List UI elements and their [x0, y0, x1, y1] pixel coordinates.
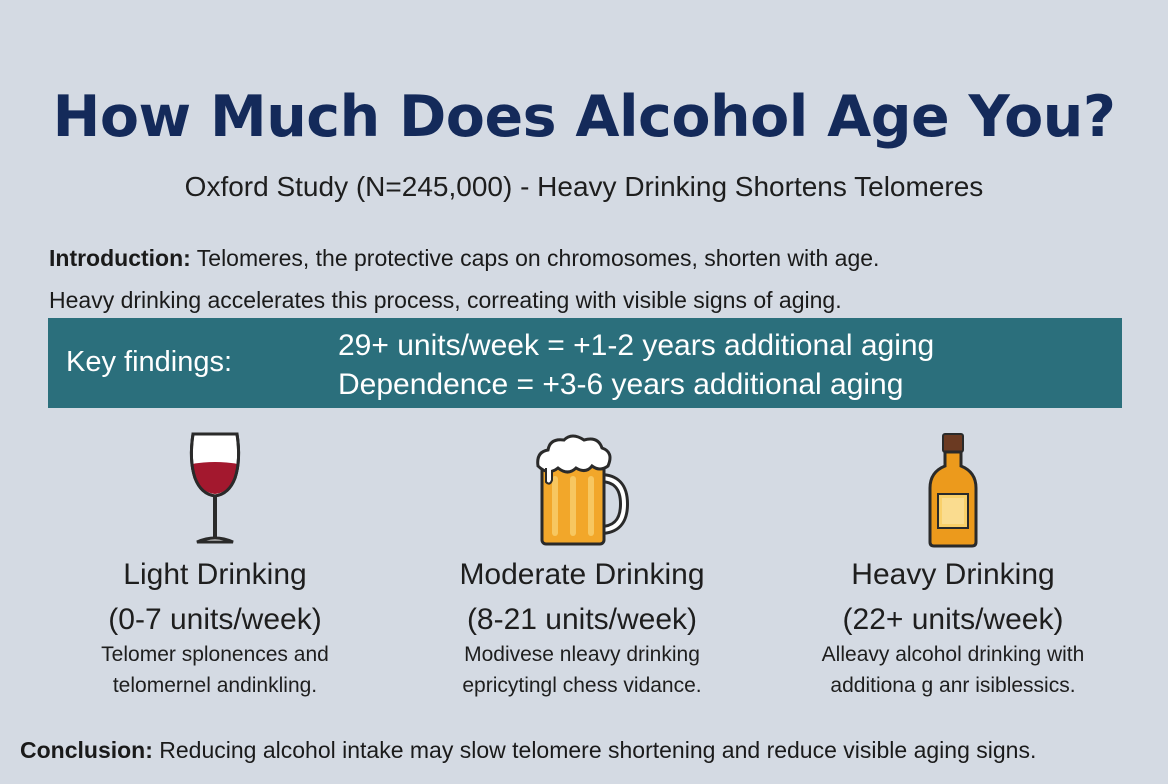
- wine-glass-icon: [189, 432, 241, 544]
- light-drinking-title: Light Drinking: [123, 558, 307, 591]
- conclusion-section: Conclusion: Reducing alcohol intake may …: [20, 737, 1160, 764]
- introduction-label: Introduction:: [49, 245, 191, 271]
- introduction-section: Introduction: Telomeres, the protective …: [49, 237, 1129, 321]
- key-findings-label: Key findings:: [66, 346, 233, 378]
- beer-mug-icon: [536, 434, 630, 546]
- introduction-line-2: Heavy drinking accelerates this process,…: [49, 287, 842, 313]
- light-drinking-column: Light Drinking (0-7 units/week) Telomer …: [25, 420, 405, 700]
- light-drinking-desc-line-2: telomernel andinkling.: [112, 674, 318, 697]
- moderate-drinking-desc-line-1: Modivese nleavy drinking: [464, 643, 700, 666]
- key-finding-item: Dependence = +3-6 years additional aging: [338, 368, 904, 401]
- conclusion-text: Reducing alcohol intake may slow telomer…: [152, 737, 1037, 763]
- key-findings-list: 29+ units/week = +1-2 years additional a…: [338, 326, 934, 404]
- moderate-drinking-title: Moderate Drinking: [459, 558, 705, 591]
- light-drinking-desc-line-1: Telomer splonences and: [101, 643, 329, 666]
- heavy-drinking-desc-line-1: Alleavy alcohol drinking with: [821, 643, 1085, 666]
- page-subtitle: Oxford Study (N=245,000) - Heavy Drinkin…: [184, 171, 984, 202]
- key-findings-banner: Key findings: 29+ units/week = +1-2 year…: [48, 318, 1122, 408]
- moderate-drinking-range: (8-21 units/week): [466, 603, 698, 636]
- light-drinking-range: (0-7 units/week): [108, 603, 322, 636]
- introduction-text: Telomeres, the protective caps on chromo…: [190, 245, 880, 271]
- moderate-drinking-column: Moderate Drinking (8-21 units/week) Modi…: [392, 420, 772, 700]
- heavy-drinking-column: Heavy Drinking (22+ units/week) Alleavy …: [763, 420, 1143, 700]
- introduction-line-1: Introduction: Telomeres, the protective …: [49, 237, 1129, 279]
- moderate-drinking-desc-line-2: epricytingl chess vidance.: [462, 674, 702, 697]
- key-finding-item: 29+ units/week = +1-2 years additional a…: [338, 329, 935, 362]
- conclusion-label: Conclusion:: [20, 737, 153, 763]
- page-title: How Much Does Alcohol Age You?: [52, 84, 1116, 150]
- heavy-drinking-title: Heavy Drinking: [851, 558, 1055, 591]
- liquor-bottle-icon: [928, 433, 978, 548]
- heavy-drinking-desc-line-2: additiona g anr isiblessics.: [830, 674, 1076, 697]
- heavy-drinking-range: (22+ units/week): [842, 603, 1064, 636]
